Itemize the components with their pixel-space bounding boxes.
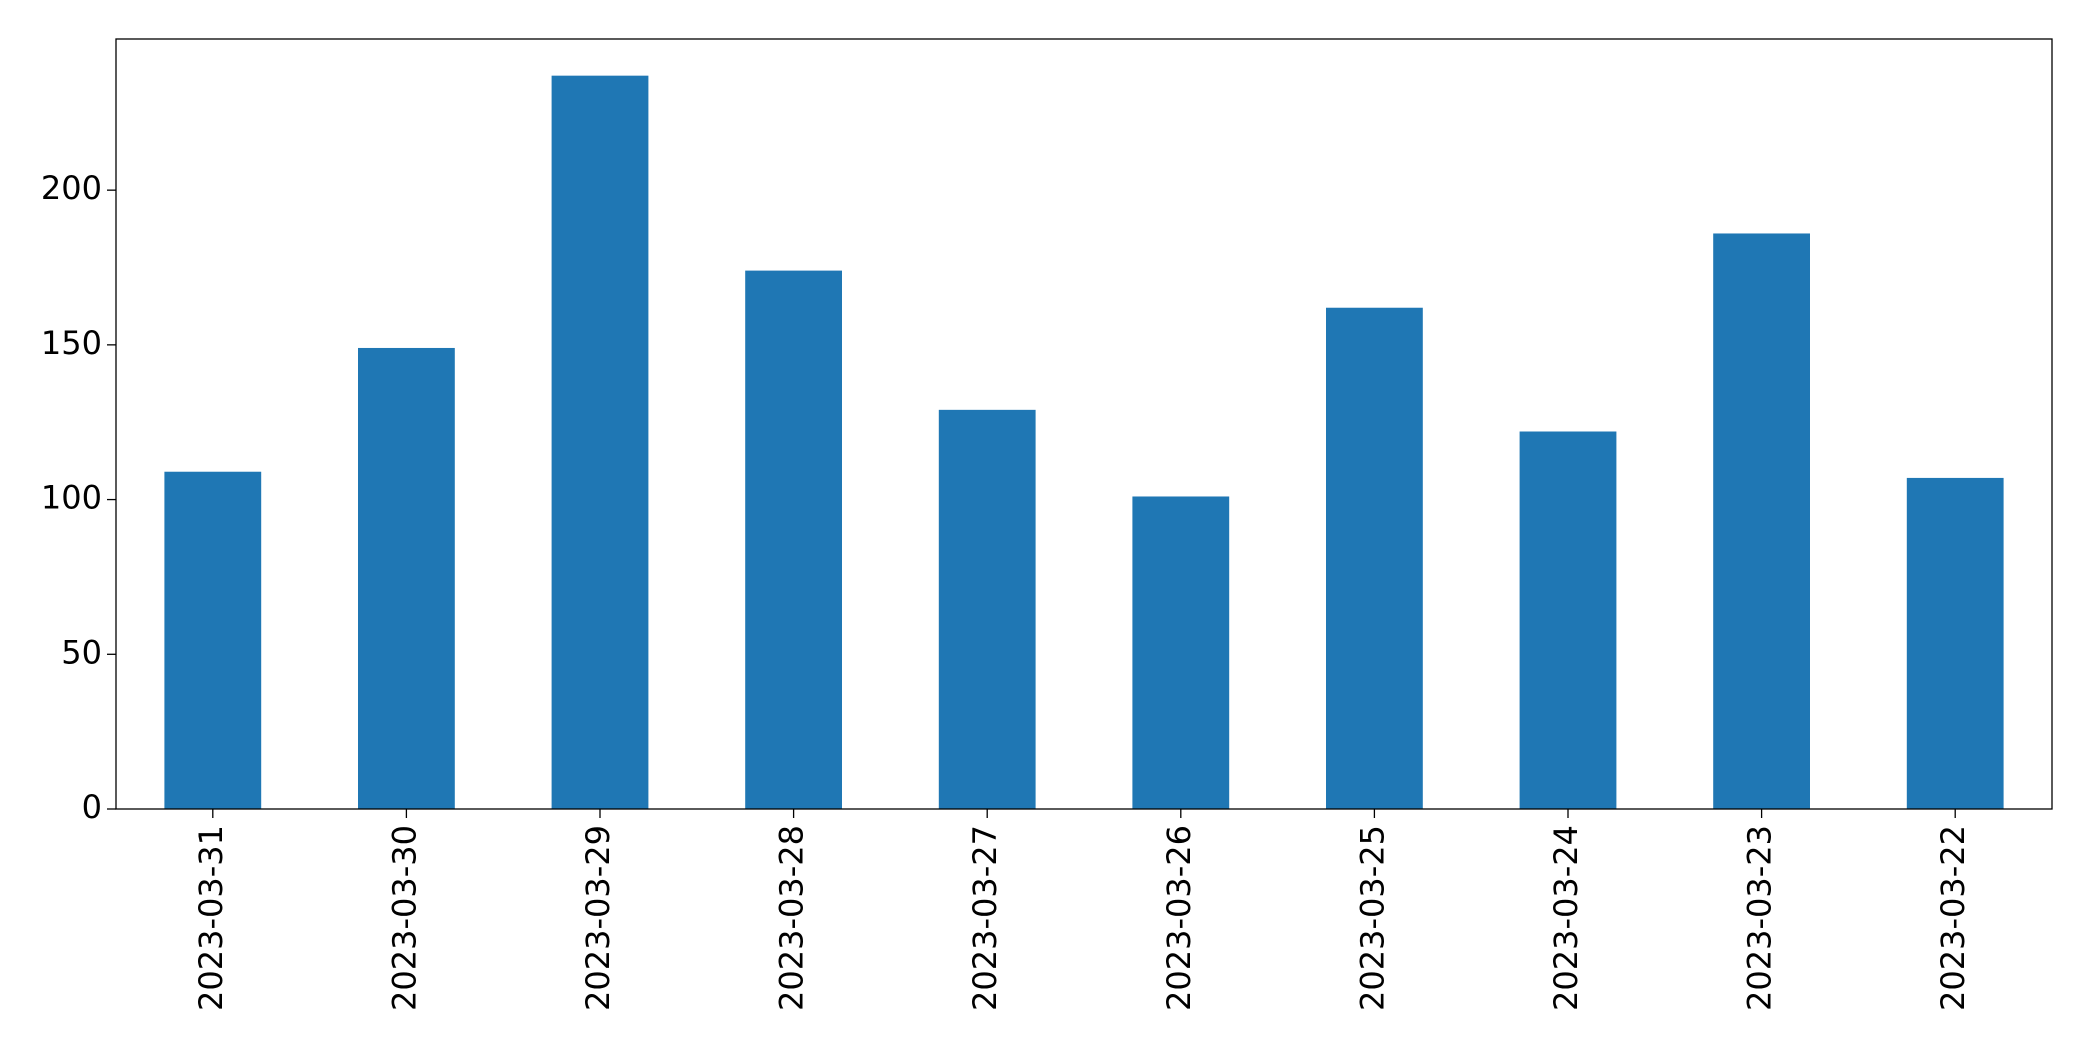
x-tick-label: 2023-03-23 bbox=[1741, 825, 1779, 1011]
bar bbox=[1906, 477, 2004, 809]
bar bbox=[1519, 431, 1617, 809]
x-tick-label: 2023-03-28 bbox=[773, 825, 811, 1011]
x-tick-label: 2023-03-22 bbox=[1934, 825, 1972, 1011]
x-tick-label: 2023-03-25 bbox=[1353, 825, 1391, 1011]
bar bbox=[358, 347, 455, 809]
bar bbox=[551, 75, 649, 809]
x-tick-label: 2023-03-26 bbox=[1160, 825, 1198, 1011]
bar bbox=[1132, 496, 1230, 809]
bar bbox=[745, 270, 842, 809]
x-tick-label: 2023-03-31 bbox=[192, 825, 230, 1011]
y-tick-label: 0 bbox=[82, 788, 102, 826]
x-tick-label: 2023-03-29 bbox=[579, 825, 617, 1011]
y-tick-label: 50 bbox=[61, 633, 102, 671]
x-tick-label: 2023-03-27 bbox=[966, 825, 1004, 1011]
x-tick-label: 2023-03-24 bbox=[1547, 825, 1585, 1011]
x-tick-label: 2023-03-30 bbox=[385, 825, 423, 1011]
y-tick-label: 100 bbox=[41, 479, 102, 517]
y-tick-label: 150 bbox=[41, 324, 102, 362]
bar bbox=[164, 471, 262, 809]
y-tick-label: 200 bbox=[41, 169, 102, 207]
bar bbox=[1326, 307, 1423, 809]
bar bbox=[938, 409, 1036, 809]
plot-frame bbox=[115, 38, 2053, 810]
bar bbox=[1713, 233, 1810, 809]
